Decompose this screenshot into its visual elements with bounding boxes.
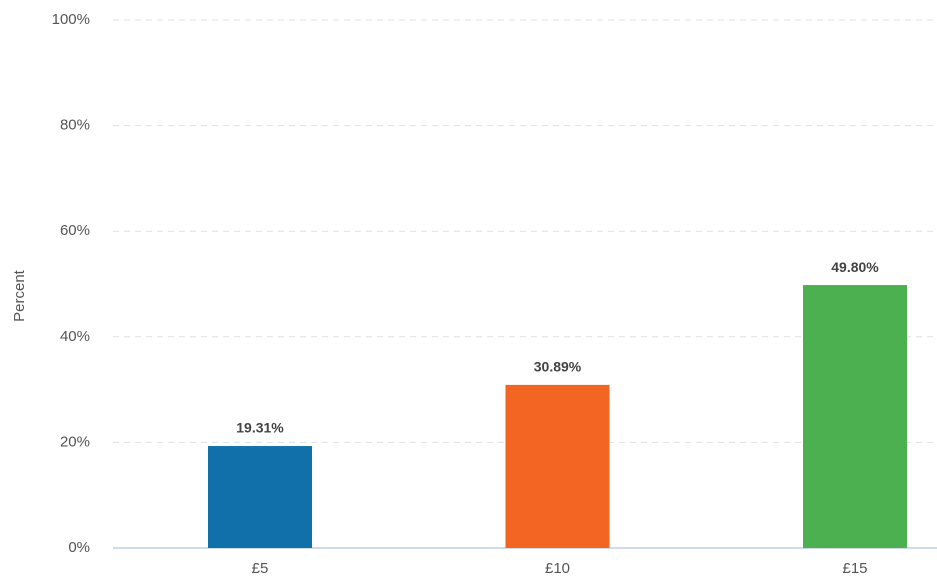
y-tick-label: 100% [52,11,90,28]
x-tick-label: £10 [545,560,570,577]
x-tick-label: £15 [842,560,867,577]
bar [505,384,610,548]
y-tick-label: 80% [60,117,90,134]
bar [208,446,312,548]
y-tick-label: 60% [60,222,90,239]
bar [803,285,907,548]
data-label: 19.31% [236,420,284,436]
x-tick-label: £5 [252,560,269,577]
y-tick-label: 0% [68,539,90,556]
data-label: 30.89% [534,359,582,375]
y-tick-label: 40% [60,328,90,345]
y-axis-label: Percent [11,269,28,322]
data-label: 49.80% [831,259,879,275]
y-tick-label: 20% [60,433,90,450]
